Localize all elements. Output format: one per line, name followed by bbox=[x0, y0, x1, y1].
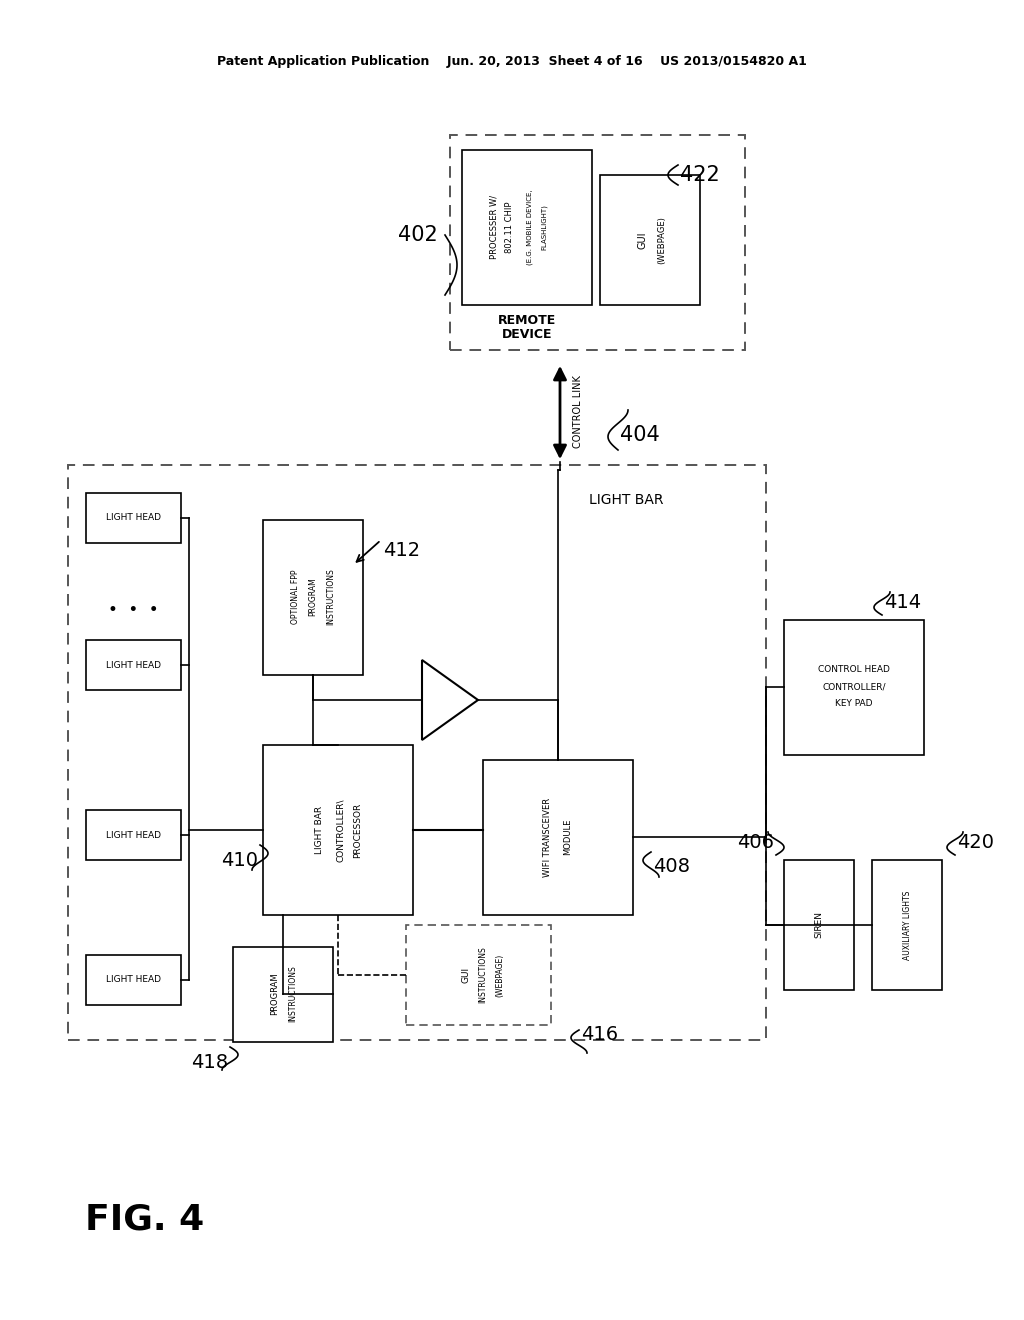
Text: WIFI TRANSCEIVER: WIFI TRANSCEIVER bbox=[544, 797, 553, 876]
Text: REMOTE: REMOTE bbox=[498, 314, 556, 326]
Text: KEY PAD: KEY PAD bbox=[836, 698, 872, 708]
Text: 414: 414 bbox=[884, 593, 922, 611]
Text: 402: 402 bbox=[398, 224, 438, 246]
Text: Patent Application Publication    Jun. 20, 2013  Sheet 4 of 16    US 2013/015482: Patent Application Publication Jun. 20, … bbox=[217, 55, 807, 69]
Text: 408: 408 bbox=[653, 858, 690, 876]
Bar bbox=[233, 946, 333, 1041]
Text: LIGHT BAR: LIGHT BAR bbox=[315, 807, 325, 854]
Bar bbox=[86, 810, 181, 861]
Text: 404: 404 bbox=[620, 425, 659, 445]
Bar bbox=[86, 640, 181, 690]
Text: GUI: GUI bbox=[462, 968, 470, 983]
Text: (E.G. MOBILE DEVICE,: (E.G. MOBILE DEVICE, bbox=[526, 189, 534, 265]
Text: FLASHLIGHT): FLASHLIGHT) bbox=[541, 205, 547, 249]
Bar bbox=[483, 760, 633, 915]
Text: 420: 420 bbox=[957, 833, 994, 851]
Text: LIGHT HEAD: LIGHT HEAD bbox=[105, 660, 161, 669]
Text: LIGHT HEAD: LIGHT HEAD bbox=[105, 513, 161, 523]
Bar bbox=[86, 954, 181, 1005]
Text: 802.11 CHIP: 802.11 CHIP bbox=[506, 201, 514, 252]
Bar bbox=[406, 925, 551, 1026]
Text: LIGHT HEAD: LIGHT HEAD bbox=[105, 830, 161, 840]
Text: OPTIONAL FPP: OPTIONAL FPP bbox=[291, 570, 299, 624]
Text: PROCESSER W/: PROCESSER W/ bbox=[489, 195, 499, 259]
Text: 416: 416 bbox=[581, 1026, 618, 1044]
Bar bbox=[872, 861, 942, 990]
Bar bbox=[68, 465, 766, 1040]
Bar bbox=[784, 861, 854, 990]
Text: 418: 418 bbox=[190, 1052, 228, 1072]
Bar bbox=[600, 176, 700, 305]
Text: 422: 422 bbox=[680, 165, 720, 185]
Text: GUI: GUI bbox=[637, 231, 647, 248]
Text: 410: 410 bbox=[221, 850, 258, 870]
Bar bbox=[86, 492, 181, 543]
Text: INSTRUCTIONS: INSTRUCTIONS bbox=[478, 946, 487, 1003]
Text: LIGHT HEAD: LIGHT HEAD bbox=[105, 975, 161, 985]
Text: •  •  •: • • • bbox=[108, 601, 159, 619]
Text: MODULE: MODULE bbox=[563, 818, 572, 855]
Bar bbox=[462, 150, 592, 305]
Bar bbox=[784, 620, 924, 755]
Text: (WEBPAGE): (WEBPAGE) bbox=[496, 953, 505, 997]
Text: CONTROL HEAD: CONTROL HEAD bbox=[818, 664, 890, 673]
Bar bbox=[263, 744, 413, 915]
Text: INSTRUCTIONS: INSTRUCTIONS bbox=[327, 569, 336, 626]
Text: CONTROL LINK: CONTROL LINK bbox=[573, 376, 583, 449]
Text: 412: 412 bbox=[383, 540, 420, 560]
Bar bbox=[450, 135, 745, 350]
Text: LIGHT BAR: LIGHT BAR bbox=[589, 492, 664, 507]
Text: INSTRUCTIONS: INSTRUCTIONS bbox=[289, 966, 298, 1023]
Text: DEVICE: DEVICE bbox=[502, 329, 552, 342]
Text: PROGRAM: PROGRAM bbox=[308, 578, 317, 616]
Text: (WEBPAGE): (WEBPAGE) bbox=[657, 216, 667, 264]
Text: PROCESSOR: PROCESSOR bbox=[353, 803, 362, 858]
Bar bbox=[263, 520, 362, 675]
Text: CONTROLLER/: CONTROLLER/ bbox=[822, 682, 886, 692]
Text: 406: 406 bbox=[737, 833, 774, 851]
Text: SIREN: SIREN bbox=[814, 912, 823, 939]
Text: AUXILIARY LIGHTS: AUXILIARY LIGHTS bbox=[902, 890, 911, 960]
Text: PROGRAM: PROGRAM bbox=[270, 973, 280, 1015]
Text: FIG. 4: FIG. 4 bbox=[85, 1203, 204, 1237]
Text: CONTROLLER\: CONTROLLER\ bbox=[336, 799, 344, 862]
